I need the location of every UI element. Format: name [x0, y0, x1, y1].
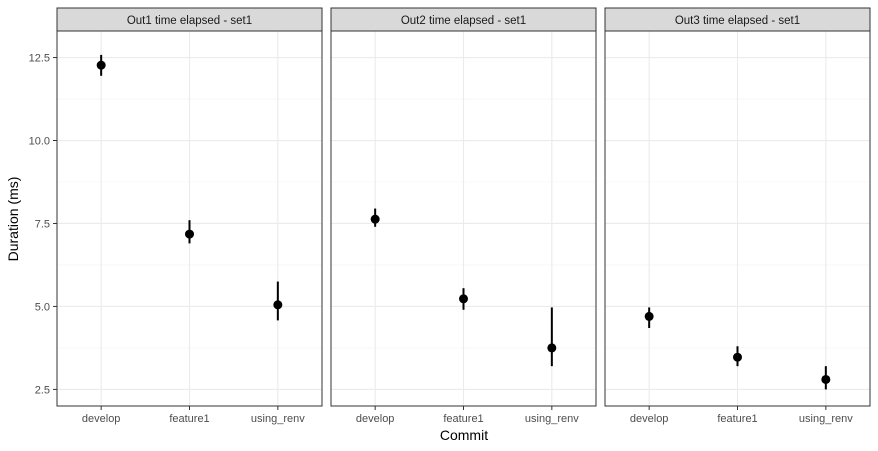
- facet-panel: Out1 time elapsed - set1 develop feature1 u…: [56, 7, 323, 425]
- facet-panels: Out1 time elapsed - set1 develop feature1 u…: [29, 7, 871, 425]
- x-tick-label: feature1: [169, 413, 209, 425]
- data-point: [96, 60, 106, 70]
- x-tick-label: using_renv: [799, 413, 853, 425]
- y-axis: 2.5 5.0 7.5 10.0 12.5: [29, 53, 57, 396]
- y-tick-label: 2.5: [35, 384, 50, 396]
- x-tick-label: feature1: [443, 413, 483, 425]
- facet-strip-label: Out2 time elapsed - set1: [401, 15, 526, 27]
- y-tick-label: 12.5: [29, 53, 50, 65]
- facet-strip-label: Out3 time elapsed - set1: [675, 15, 800, 27]
- y-tick-label: 10.0: [29, 136, 50, 148]
- data-point: [821, 374, 831, 384]
- data-point: [185, 229, 194, 239]
- facet-panel: Out2 time elapsed - set1 develop feature1 u…: [330, 7, 597, 425]
- data-point: [547, 343, 557, 353]
- x-tick-label: develop: [630, 413, 669, 425]
- data-point: [733, 352, 742, 362]
- x-tick-label: feature1: [717, 413, 757, 425]
- facet-panel: Out3 time elapsed - set1 develop feature1 u…: [604, 7, 871, 425]
- data-point: [273, 300, 283, 310]
- data-point: [459, 294, 468, 304]
- x-axis-title: Commit: [440, 427, 488, 443]
- y-tick-label: 7.5: [35, 218, 50, 230]
- x-tick-label: using_renv: [525, 413, 579, 425]
- data-point: [370, 214, 380, 224]
- facet-strip-label: Out1 time elapsed - set1: [127, 15, 252, 27]
- x-tick-label: develop: [82, 413, 121, 425]
- y-tick-label: 5.0: [35, 301, 50, 313]
- y-axis-title: Duration (ms): [5, 177, 21, 262]
- data-point: [644, 311, 654, 321]
- x-tick-label: develop: [356, 413, 395, 425]
- x-tick-label: using_renv: [251, 413, 305, 425]
